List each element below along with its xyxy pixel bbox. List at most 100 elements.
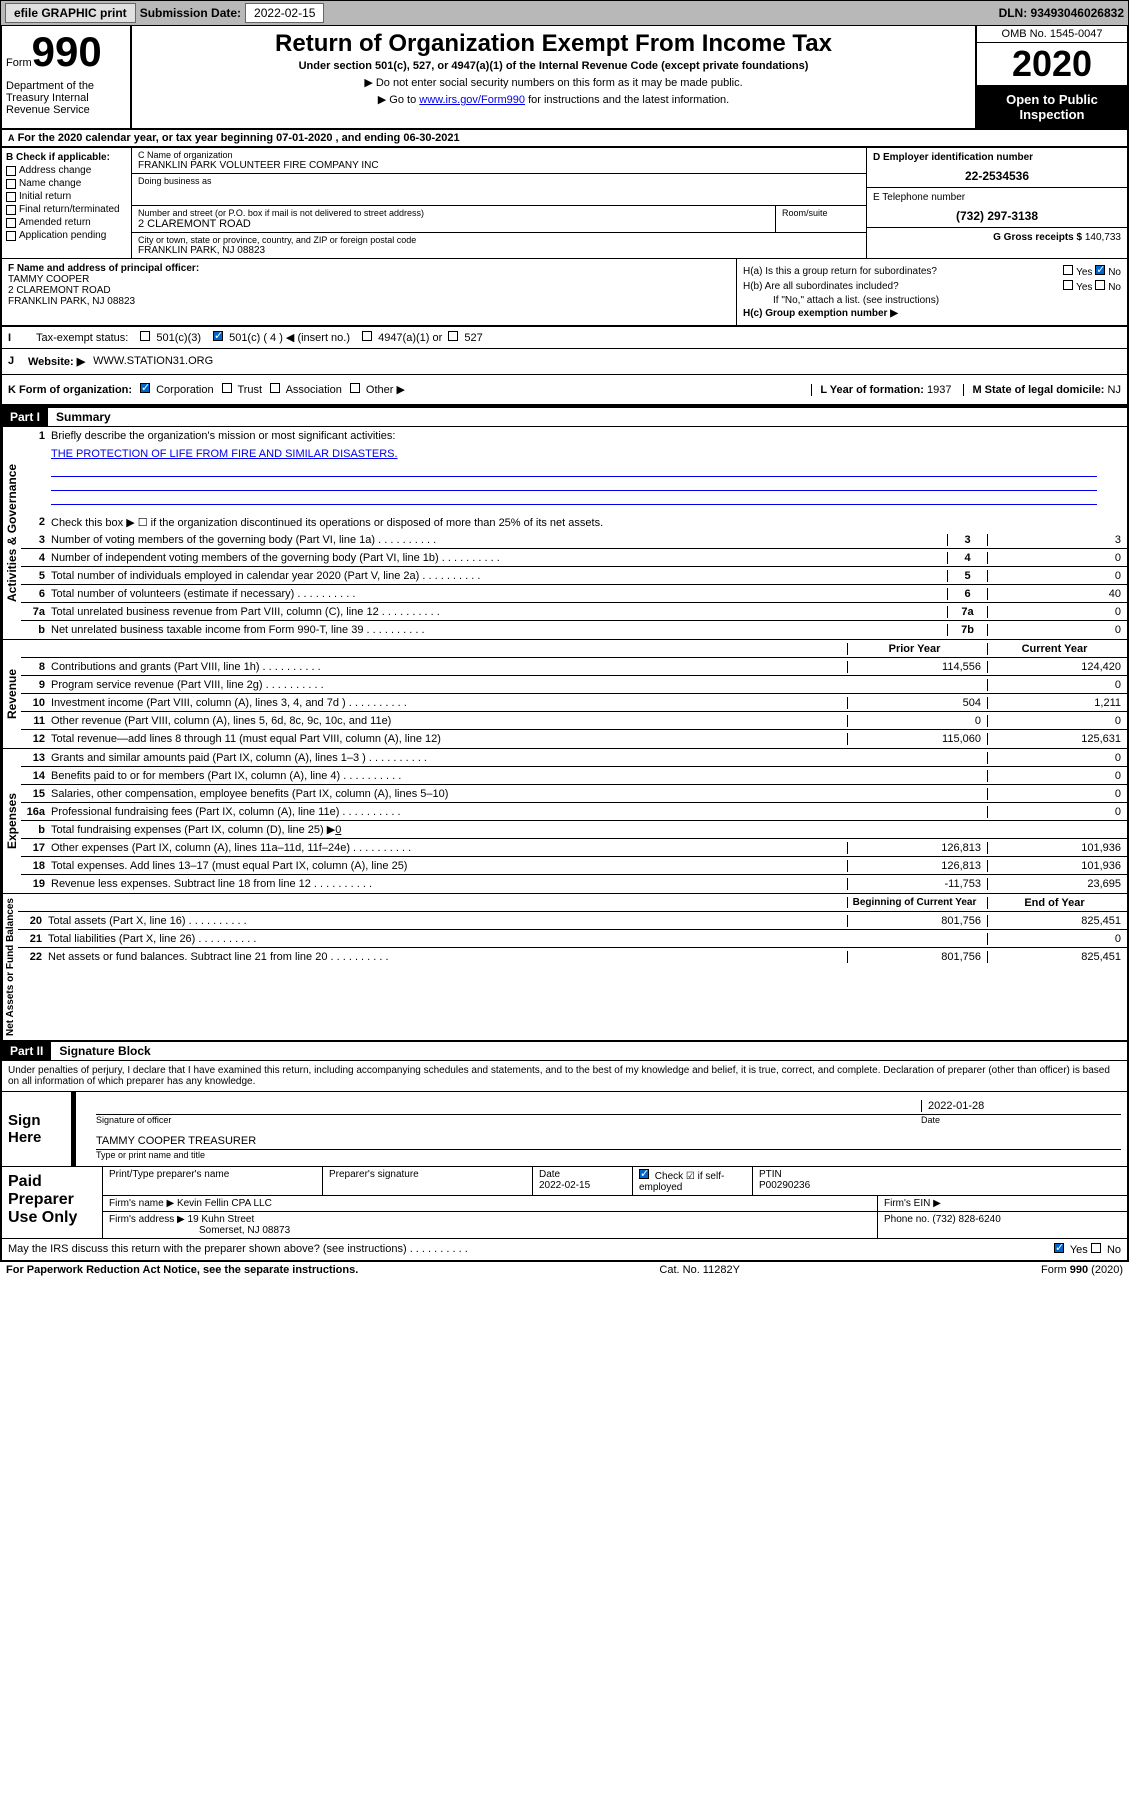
submission-label: Submission Date:	[140, 6, 241, 20]
line16a: Professional fundraising fees (Part IX, …	[51, 804, 847, 820]
state-domicile: NJ	[1108, 384, 1121, 396]
part1-title: Summary	[48, 408, 119, 426]
line3-text: Number of voting members of the governin…	[51, 532, 947, 548]
tax-year-range: For the 2020 calendar year, or tax year …	[18, 132, 460, 144]
top-bar: efile GRAPHIC print Submission Date: 202…	[0, 0, 1129, 26]
paid-label: Paid Preparer Use Only	[2, 1167, 102, 1238]
address-change-checkbox[interactable]	[6, 166, 16, 176]
opt-amended: Amended return	[19, 217, 91, 228]
form-note-2: ▶ Go to www.irs.gov/Form990 for instruct…	[136, 93, 971, 106]
opt-assoc: Association	[286, 384, 342, 396]
k-label: K Form of organization:	[8, 384, 132, 396]
line7a-text: Total unrelated business revenue from Pa…	[51, 604, 947, 620]
discuss-text: May the IRS discuss this return with the…	[8, 1243, 468, 1256]
c15: 0	[987, 788, 1127, 800]
line13: Grants and similar amounts paid (Part IX…	[51, 750, 847, 766]
room-label: Room/suite	[776, 206, 866, 232]
year-formation: 1937	[927, 384, 951, 396]
submission-date: 2022-02-15	[245, 3, 324, 23]
opt-pending: Application pending	[19, 230, 106, 241]
c19: 23,695	[987, 878, 1127, 890]
line6-text: Total number of volunteers (estimate if …	[51, 586, 947, 602]
opt-initial: Initial return	[19, 191, 71, 202]
ha-no-checkbox[interactable]	[1095, 265, 1105, 275]
discuss-no-checkbox[interactable]	[1091, 1243, 1101, 1253]
officer-addr1: 2 CLAREMONT ROAD	[8, 285, 730, 296]
c14: 0	[987, 770, 1127, 782]
note2-post: for instructions and the latest informat…	[525, 94, 729, 106]
vert-net-assets: Net Assets or Fund Balances	[2, 894, 18, 1040]
paid-preparer: Paid Preparer Use Only Print/Type prepar…	[2, 1166, 1127, 1238]
assoc-checkbox[interactable]	[270, 383, 280, 393]
val3: 3	[987, 534, 1127, 546]
perjury-text: Under penalties of perjury, I declare th…	[2, 1061, 1127, 1091]
p22: 801,756	[847, 951, 987, 963]
gross-receipts: 140,733	[1085, 232, 1121, 243]
c20: 825,451	[987, 915, 1127, 927]
i-label: Tax-exempt status:	[36, 332, 128, 344]
other-checkbox[interactable]	[350, 383, 360, 393]
omb-number: OMB No. 1545-0047	[977, 26, 1127, 43]
initial-return-checkbox[interactable]	[6, 192, 16, 202]
irs-link[interactable]: www.irs.gov/Form990	[419, 94, 525, 106]
501c3-checkbox[interactable]	[140, 331, 150, 341]
discuss-yes-checkbox[interactable]	[1054, 1243, 1064, 1253]
ptin-label: PTIN	[759, 1169, 782, 1180]
amended-checkbox[interactable]	[6, 218, 16, 228]
discuss-yes: Yes	[1070, 1244, 1088, 1256]
c21: 0	[987, 933, 1127, 945]
firm-addr-label: Firm's address ▶	[109, 1214, 185, 1225]
c18: 101,936	[987, 860, 1127, 872]
val4: 0	[987, 552, 1127, 564]
527-checkbox[interactable]	[448, 331, 458, 341]
self-employed-checkbox[interactable]	[639, 1169, 649, 1179]
line4-text: Number of independent voting members of …	[51, 550, 947, 566]
ha-yes-checkbox[interactable]	[1063, 265, 1073, 275]
vert-activities: Activities & Governance	[2, 427, 21, 639]
prep-sig-label: Preparer's signature	[322, 1167, 532, 1195]
part2-header: Part II	[2, 1042, 51, 1060]
line14: Benefits paid to or for members (Part IX…	[51, 768, 847, 784]
f-label: F Name and address of principal officer:	[8, 263, 730, 274]
p18: 126,813	[847, 860, 987, 872]
4947-checkbox[interactable]	[362, 331, 372, 341]
hb-no-checkbox[interactable]	[1095, 280, 1105, 290]
trust-checkbox[interactable]	[222, 383, 232, 393]
mission: THE PROTECTION OF LIFE FROM FIRE AND SIM…	[51, 446, 1127, 462]
name-change-checkbox[interactable]	[6, 179, 16, 189]
ein: 22-2534536	[873, 169, 1121, 183]
d-label: D Employer identification number	[873, 152, 1121, 163]
ptin: P00290236	[759, 1180, 810, 1191]
department: Department of the Treasury Internal Reve…	[6, 80, 126, 116]
line1-text: Briefly describe the organization's miss…	[51, 428, 1127, 444]
p19: -11,753	[847, 878, 987, 890]
form-label: Form	[6, 57, 32, 69]
line20: Total assets (Part X, line 16)	[48, 913, 847, 929]
501c-checkbox[interactable]	[213, 331, 223, 341]
form-note-1: ▶ Do not enter social security numbers o…	[136, 76, 971, 89]
opt-final: Final return/terminated	[19, 204, 120, 215]
corp-checkbox[interactable]	[140, 383, 150, 393]
note2-pre: ▶ Go to	[378, 94, 419, 106]
open-public: Open to Public Inspection	[977, 86, 1127, 128]
pending-checkbox[interactable]	[6, 231, 16, 241]
check-label: Check ☑ if self-employed	[639, 1171, 724, 1193]
row-k: K Form of organization: Corporation Trus…	[0, 375, 1129, 406]
line12: Total revenue—add lines 8 through 11 (mu…	[51, 731, 847, 747]
hb-yes-checkbox[interactable]	[1063, 280, 1073, 290]
no-label-2: No	[1108, 282, 1121, 293]
final-return-checkbox[interactable]	[6, 205, 16, 215]
c13: 0	[987, 752, 1127, 764]
line5-text: Total number of individuals employed in …	[51, 568, 947, 584]
footer-left: For Paperwork Reduction Act Notice, see …	[6, 1264, 358, 1276]
current-year-hdr: Current Year	[987, 643, 1127, 655]
city: FRANKLIN PARK, NJ 08823	[138, 245, 860, 256]
opt-501c3: 501(c)(3)	[156, 332, 201, 344]
line8: Contributions and grants (Part VIII, lin…	[51, 659, 847, 675]
opt-address: Address change	[19, 165, 91, 176]
m-label: M State of legal domicile:	[972, 384, 1104, 396]
efile-button[interactable]: efile GRAPHIC print	[5, 3, 136, 23]
e-label: E Telephone number	[873, 192, 1121, 203]
c12: 125,631	[987, 733, 1127, 745]
c9: 0	[987, 679, 1127, 691]
